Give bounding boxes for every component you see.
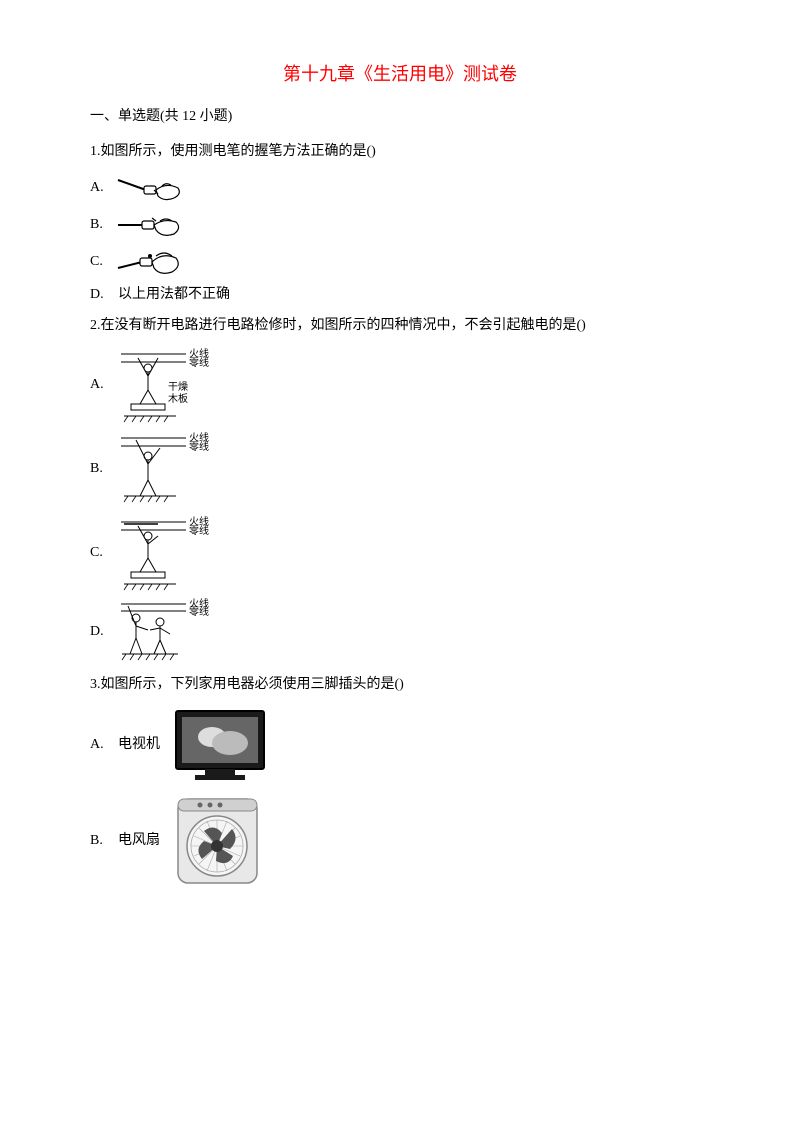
- q1-option-c: C.: [90, 246, 710, 278]
- zero-label: 零线: [189, 440, 209, 453]
- option-letter: A.: [90, 374, 112, 396]
- q1-option-d: D. 以上用法都不正确: [90, 284, 710, 306]
- q3-option-a: A. 电视机: [90, 705, 710, 785]
- option-text: 以上用法都不正确: [118, 284, 230, 306]
- q2-option-a: A. 火线 零线 干燥 木板: [90, 346, 710, 424]
- board-label: 木板: [168, 392, 188, 405]
- dry-label: 干燥: [168, 381, 188, 393]
- question-1: 1.如图所示，使用测电笔的握笔方法正确的是(): [90, 139, 710, 164]
- q3-img-a-tv-icon: [170, 705, 270, 785]
- page: 第十九章《生活用电》测试卷 一、单选题(共 12 小题) 1.如图所示，使用测电…: [0, 0, 800, 937]
- q2-option-b: B. 火线 零线: [90, 430, 710, 508]
- option-text: 电视机: [118, 734, 160, 756]
- q2-option-c: C. 火线 零线: [90, 514, 710, 592]
- q1-img-c: [116, 246, 186, 278]
- q1-option-b: B.: [90, 210, 710, 240]
- option-letter: B.: [90, 214, 112, 236]
- q2-img-a: 火线 零线 干燥 木板: [116, 346, 221, 424]
- q3-option-b: B. 电风扇: [90, 791, 710, 891]
- question-2: 2.在没有断开电路进行电路检修时，如图所示的四种情况中，不会引起触电的是(): [90, 313, 710, 338]
- q1-img-b: [116, 210, 186, 240]
- option-letter: A.: [90, 734, 112, 756]
- option-letter: B.: [90, 830, 112, 852]
- q1-img-a: [116, 172, 186, 204]
- q2-img-d: 火线 零线: [116, 598, 221, 666]
- option-letter: C.: [90, 542, 112, 564]
- q1-option-a: A.: [90, 172, 710, 204]
- q2-img-b: 火线 零线: [116, 430, 221, 508]
- option-text: 电风扇: [118, 830, 160, 852]
- option-letter: D.: [90, 621, 112, 643]
- option-letter: C.: [90, 251, 112, 273]
- q2-img-c: 火线 零线: [116, 514, 221, 592]
- page-title: 第十九章《生活用电》测试卷: [90, 60, 710, 86]
- zero-label: 零线: [189, 356, 209, 369]
- zero-label: 零线: [189, 524, 209, 537]
- question-3: 3.如图所示，下列家用电器必须使用三脚插头的是(): [90, 672, 710, 697]
- zero-label: 零线: [189, 605, 209, 618]
- option-letter: B.: [90, 458, 112, 480]
- q2-option-d: D. 火线 零线: [90, 598, 710, 666]
- option-letter: A.: [90, 177, 112, 199]
- section-heading: 一、单选题(共 12 小题): [90, 104, 710, 129]
- q3-img-b-fan-icon: [170, 791, 265, 891]
- option-letter: D.: [90, 284, 112, 306]
